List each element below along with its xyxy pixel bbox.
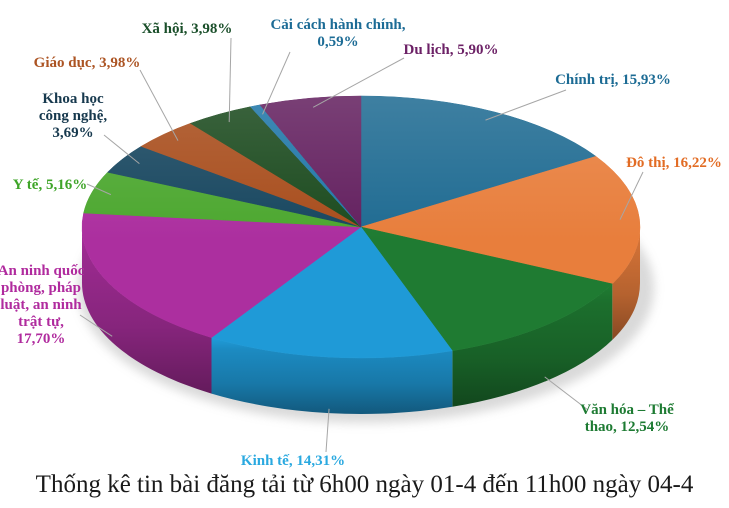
leader-line-y-te <box>86 183 112 196</box>
leader-line-xa-hoi <box>228 37 232 123</box>
leader-line-do-thi <box>619 171 644 220</box>
leader-line-du-lich <box>312 57 405 108</box>
pie-slice-side-do-thi <box>612 227 640 340</box>
leader-line-cai-cach-hanh-chinh <box>262 51 291 115</box>
pie-slice-side-kinh-te <box>211 337 453 415</box>
pie-slice-side-an-ninh-quoc-phong <box>82 227 212 394</box>
leader-line-van-hoa-the-thao <box>544 376 589 411</box>
chart-title: Thống kê tin bài đăng tải từ 6h00 ngày 0… <box>35 471 694 498</box>
leader-line-chinh-tri <box>485 89 567 121</box>
leader-line-an-ninh-quoc-phong <box>79 314 113 337</box>
leader-line-kinh-te <box>325 408 330 453</box>
leader-line-khoa-hoc-cong-nghe <box>103 134 140 165</box>
pie-top-highlight <box>82 96 640 358</box>
leader-line-giao-duc <box>139 69 179 141</box>
pie-slice-side-van-hoa-the-thao <box>452 283 613 407</box>
